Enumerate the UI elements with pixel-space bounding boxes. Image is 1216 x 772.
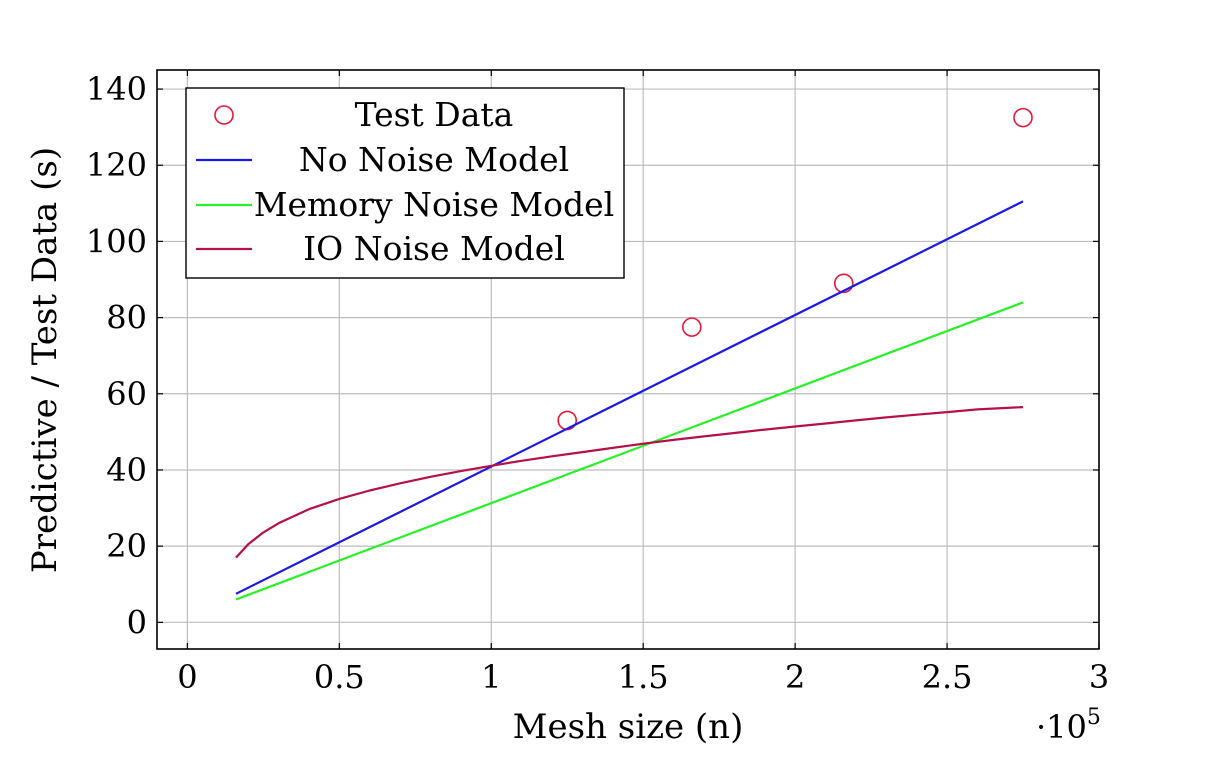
y-tick-label: 40 (106, 451, 147, 489)
x-tick-label: 2.5 (922, 658, 973, 696)
y-tick-label: 20 (106, 527, 147, 565)
x-axis-label: Mesh size (n) (513, 707, 744, 747)
y-axis-label: Predictive / Test Data (s) (25, 147, 65, 573)
series-layer (235, 107, 1033, 601)
no-noise-model-line (235, 200, 1024, 595)
x-axis-scale-exponent: 5 (1087, 705, 1101, 730)
x-axis-scale-base: ·10 (1036, 708, 1087, 746)
y-tick-label: 140 (86, 70, 147, 108)
legend: Test Data No Noise Model Memory Noise Mode… (185, 87, 625, 279)
legend-box (185, 87, 625, 279)
test-data-point (557, 410, 578, 431)
y-tick-labels: 0 20 40 60 80 100 120 140 (86, 70, 147, 641)
y-tick-label: 100 (86, 222, 147, 260)
legend-label: Test Data (355, 95, 514, 134)
legend-label: IO Noise Model (303, 229, 565, 268)
test-data-point (682, 317, 702, 337)
io-noise-model-line (235, 406, 1024, 559)
grid (157, 70, 1100, 649)
y-tick-label: 60 (106, 375, 147, 413)
memory-noise-model-line (235, 301, 1024, 601)
legend-marker-test-data (214, 105, 234, 125)
x-tick-label: 0 (177, 658, 197, 696)
x-tick-label: 2 (785, 658, 805, 696)
legend-label: No Noise Model (299, 140, 569, 179)
x-tick-label: 0.5 (314, 658, 365, 696)
x-tick-label: 1 (481, 658, 501, 696)
y-tick-label: 0 (127, 603, 147, 641)
x-tick-labels: 0 0.5 1 1.5 2 2.5 3 (177, 658, 1109, 696)
x-tick-label: 3 (1089, 658, 1109, 696)
plot-frame (156, 69, 1100, 650)
x-axis-scale-label: ·105 (1036, 705, 1101, 746)
x-tick-label: 1.5 (618, 658, 669, 696)
test-data-point (833, 273, 854, 294)
y-tick-label: 120 (86, 146, 147, 184)
legend-label: Memory Noise Model (254, 185, 615, 224)
test-data-point (1013, 107, 1033, 128)
y-tick-label: 80 (106, 299, 147, 337)
